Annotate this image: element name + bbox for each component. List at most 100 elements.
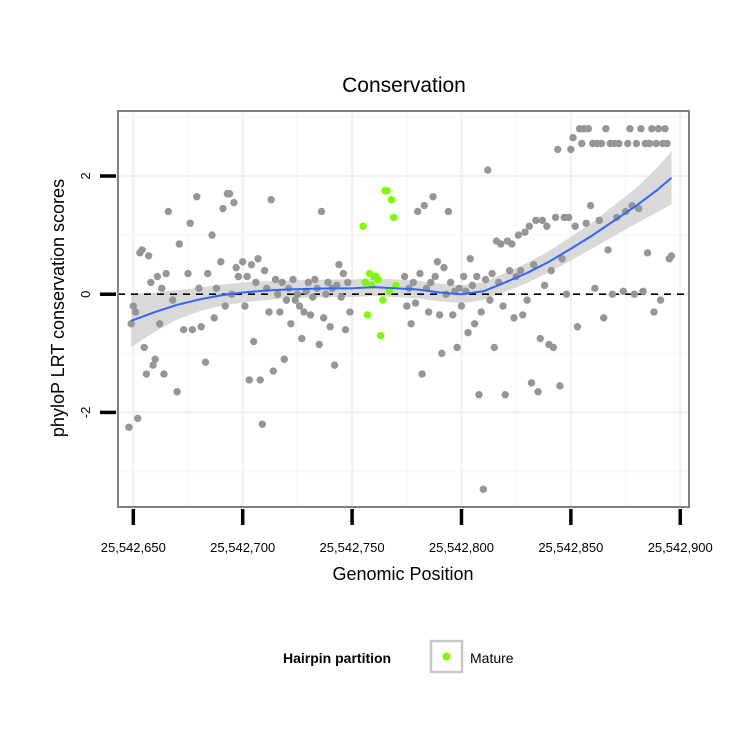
data-point xyxy=(473,272,481,281)
data-point xyxy=(330,361,339,369)
data-point xyxy=(256,376,264,384)
data-point xyxy=(624,139,632,148)
data-point xyxy=(645,139,654,148)
data-point xyxy=(179,325,188,334)
data-point xyxy=(547,266,555,275)
data-point xyxy=(634,204,643,213)
data-point xyxy=(459,272,468,281)
data-point xyxy=(529,260,538,269)
data-point xyxy=(241,302,249,310)
data-point-mature xyxy=(392,281,400,290)
data-point xyxy=(468,281,477,290)
data-point xyxy=(197,323,205,331)
data-point xyxy=(333,281,341,290)
data-point xyxy=(416,269,424,278)
data-point xyxy=(315,340,323,349)
data-point xyxy=(140,343,148,352)
data-point xyxy=(455,284,463,293)
data-point xyxy=(527,379,536,387)
data-point xyxy=(661,125,669,133)
data-point xyxy=(339,269,348,278)
confidence-band-area xyxy=(131,151,672,348)
data-point xyxy=(615,139,623,148)
data-point xyxy=(267,195,275,204)
data-point xyxy=(501,391,509,399)
data-point xyxy=(400,272,409,281)
data-point xyxy=(562,290,571,298)
data-point xyxy=(175,240,183,248)
data-point xyxy=(667,252,676,260)
data-point xyxy=(151,355,159,363)
data-point xyxy=(309,293,317,301)
data-point xyxy=(516,266,525,275)
data-point xyxy=(599,314,608,322)
data-point xyxy=(260,266,269,275)
data-point xyxy=(431,272,439,281)
data-point xyxy=(247,260,256,269)
data-point xyxy=(254,255,262,263)
data-point xyxy=(602,125,610,133)
y-axis-title: phyloP LRT conservation scores xyxy=(48,179,68,437)
data-point xyxy=(525,222,533,230)
data-point xyxy=(212,284,221,293)
data-point xyxy=(138,246,146,254)
data-point xyxy=(322,290,330,298)
data-point xyxy=(217,258,225,266)
data-point xyxy=(131,308,140,316)
data-point xyxy=(571,222,579,230)
data-point xyxy=(173,388,181,396)
data-point xyxy=(540,281,549,290)
data-point xyxy=(295,302,304,310)
data-point xyxy=(427,278,435,287)
data-point xyxy=(221,302,229,310)
legend: Hairpin partition Mature xyxy=(283,639,514,674)
data-point xyxy=(477,308,485,316)
x-tick-label: 25,542,800 xyxy=(429,540,494,555)
data-point xyxy=(632,139,641,148)
data-point xyxy=(341,325,350,334)
data-point xyxy=(656,296,665,304)
data-point xyxy=(168,296,177,304)
legend-key-mature-point xyxy=(442,652,451,661)
data-point-mature xyxy=(389,213,398,222)
data-point xyxy=(337,293,345,301)
data-point xyxy=(201,358,210,366)
data-point xyxy=(497,240,505,248)
data-point xyxy=(420,201,428,210)
data-point xyxy=(276,308,284,316)
data-point xyxy=(210,314,218,322)
smooth-curve xyxy=(130,177,673,322)
data-point xyxy=(280,355,288,363)
data-point xyxy=(652,139,660,148)
data-point xyxy=(481,275,490,284)
data-point xyxy=(164,207,173,216)
data-point xyxy=(269,367,278,375)
data-point-mature xyxy=(383,187,391,195)
confidence-band xyxy=(131,151,672,348)
data-point xyxy=(129,302,138,310)
data-point xyxy=(293,290,302,298)
x-tick-label: 25,542,900 xyxy=(648,540,713,555)
data-point xyxy=(486,296,494,304)
data-point xyxy=(409,278,418,287)
data-point xyxy=(654,125,663,133)
data-point xyxy=(643,249,652,257)
x-tick-label: 25,542,650 xyxy=(101,540,166,555)
data-point xyxy=(418,370,426,378)
data-point xyxy=(536,334,544,343)
smooth-line xyxy=(130,177,673,322)
data-point-mature xyxy=(363,311,372,319)
y-tick-label: 2 xyxy=(78,172,93,179)
data-point xyxy=(573,323,582,331)
data-point xyxy=(582,219,590,227)
data-point xyxy=(245,376,253,384)
data-point xyxy=(289,275,297,284)
data-point xyxy=(435,311,444,319)
data-point xyxy=(424,308,433,316)
data-point xyxy=(306,311,315,319)
data-point xyxy=(133,414,142,423)
chart-title: Conservation xyxy=(342,74,466,97)
data-point xyxy=(650,308,658,316)
data-point xyxy=(442,290,450,298)
